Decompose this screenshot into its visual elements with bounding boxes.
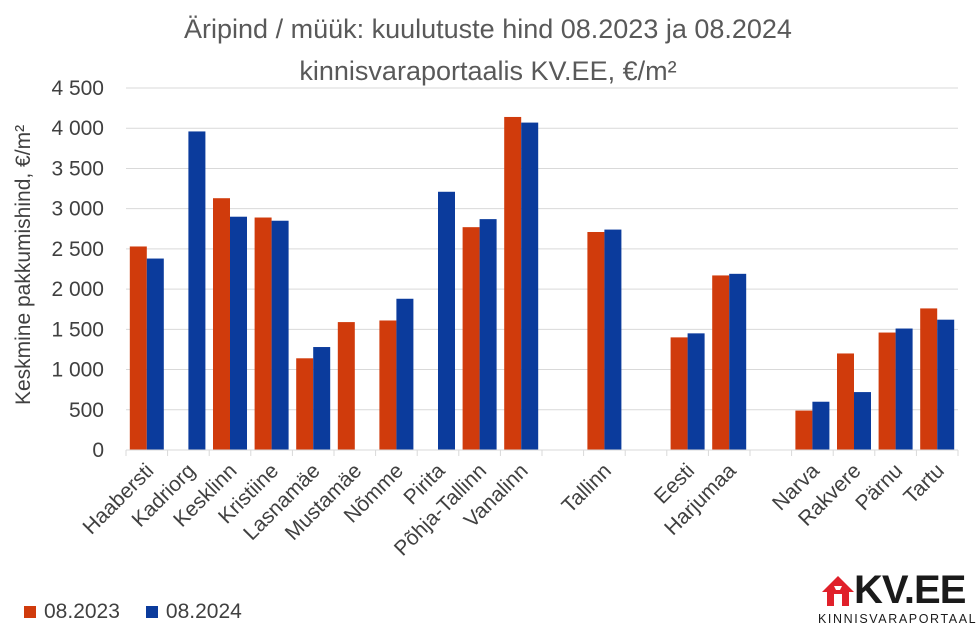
- y-tick-label: 0: [92, 439, 104, 462]
- y-tick-label: 3 500: [51, 157, 104, 180]
- bar-08.2023: [129, 246, 147, 450]
- legend-label-2024: 08.2024: [165, 600, 242, 623]
- house-arrow-icon: [822, 576, 854, 606]
- legend-item-2023: 08.2023: [24, 600, 120, 624]
- bar-08.2023: [213, 198, 230, 450]
- bar-08.2023: [337, 322, 355, 450]
- bar-08.2024: [396, 298, 414, 450]
- bar-08.2024: [521, 122, 539, 450]
- kv-ee-logo[interactable]: KV.EE KINNISVARAPORTAAL: [818, 568, 976, 632]
- bar-08.2024: [230, 216, 247, 450]
- bar-08.2024: [438, 191, 455, 451]
- bar-08.2023: [878, 332, 896, 450]
- legend-label-2023: 08.2023: [44, 600, 120, 623]
- bar-08.2024: [271, 220, 289, 450]
- bars: [129, 116, 955, 451]
- x-tick-label: Tartu: [899, 459, 948, 508]
- chart-title-line2: kinnisvaraportaalis KV.EE, €/m²: [299, 56, 676, 86]
- x-tick-label: Pärnu: [851, 459, 907, 515]
- bar-08.2023: [712, 275, 730, 450]
- logo-subtitle: KINNISVARAPORTAAL: [818, 612, 976, 626]
- bar-08.2023: [462, 227, 480, 450]
- logo-name: KV.EE: [854, 568, 966, 612]
- bar-08.2024: [146, 258, 164, 450]
- legend-item-2024: 08.2024: [145, 600, 242, 624]
- legend-swatch-2023: [24, 606, 36, 618]
- bar-08.2024: [854, 392, 871, 450]
- y-tick-label: 1 000: [51, 359, 104, 382]
- y-tick-label: 4 500: [51, 77, 104, 100]
- y-axis-label: Keskmine pakkumishind, €/m²: [12, 125, 35, 405]
- y-tick-label: 500: [69, 399, 104, 422]
- bar-08.2023: [920, 308, 938, 450]
- bar-08.2023: [795, 410, 813, 450]
- bar-08.2024: [188, 131, 206, 450]
- y-tick-label: 4 000: [51, 117, 104, 140]
- bar-08.2023: [670, 337, 688, 450]
- bar-08.2024: [604, 229, 622, 450]
- y-tick-label: 2 000: [51, 278, 104, 301]
- y-tick-label: 2 500: [51, 238, 104, 261]
- bar-08.2023: [504, 116, 522, 451]
- bar-08.2024: [937, 319, 955, 450]
- y-axis-ticks: 0 500 1 000 1 500 2 000 2 500 3 000 3 500 4 000 4…: [51, 77, 104, 462]
- bar-08.2024: [479, 219, 497, 450]
- x-tick-label: Tallinn: [558, 459, 616, 517]
- bar-08.2024: [313, 347, 331, 450]
- legend-swatch-2024: [145, 606, 158, 618]
- bar-08.2023: [587, 231, 605, 450]
- bar-08.2024: [812, 401, 830, 450]
- bar-08.2023: [296, 358, 314, 450]
- legend: 08.2023 08.2024: [24, 600, 268, 624]
- y-tick-label: 1 500: [51, 318, 104, 341]
- bar-08.2024: [687, 333, 705, 450]
- gridlines: [126, 87, 958, 411]
- bar-08.2023: [837, 353, 854, 450]
- bar-08.2024: [729, 273, 747, 450]
- x-axis-tick-labels: HaaberstiKadriorgKesklinnKristiineLasnam…: [79, 450, 959, 561]
- bar-08.2024: [895, 328, 913, 450]
- bar-08.2023: [254, 217, 272, 450]
- bar-08.2023: [379, 320, 397, 450]
- chart-title-line1: Äripind / müük: kuulutuste hind 08.2023 …: [184, 14, 792, 44]
- y-tick-label: 3 000: [51, 198, 104, 221]
